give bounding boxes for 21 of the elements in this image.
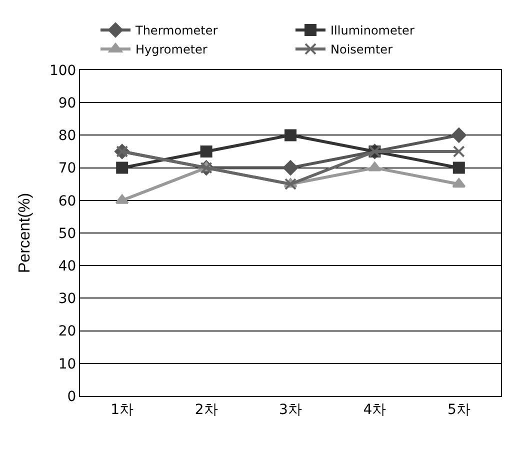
legend-label: Noisemter: [330, 42, 393, 57]
x-tick-label: 1차: [110, 402, 134, 418]
legend-label: Hygrometer: [136, 42, 208, 57]
y-tick-label: 60: [58, 193, 76, 210]
y-tick-label: 80: [58, 128, 76, 144]
x-tick-label: 4차: [363, 402, 386, 418]
y-tick-label: 30: [58, 291, 76, 308]
x-tick-label: 3차: [279, 402, 302, 418]
y-tick-label: 0: [67, 388, 76, 405]
y-tick-label: 20: [58, 324, 76, 340]
y-axis-title: Percent(%): [16, 192, 34, 274]
y-tick-label: 100: [49, 62, 76, 79]
legend-label: Illuminometer: [330, 24, 414, 38]
legend-label: Thermometer: [134, 24, 218, 38]
x-tick-label: 2차: [194, 402, 218, 418]
y-tick-label: 40: [58, 258, 76, 274]
x-tick-label: 5차: [447, 402, 470, 418]
y-tick-label: 90: [58, 96, 76, 112]
y-tick-label: 10: [58, 356, 76, 372]
y-tick-label: 50: [58, 226, 76, 242]
y-tick-label: 70: [58, 160, 76, 177]
